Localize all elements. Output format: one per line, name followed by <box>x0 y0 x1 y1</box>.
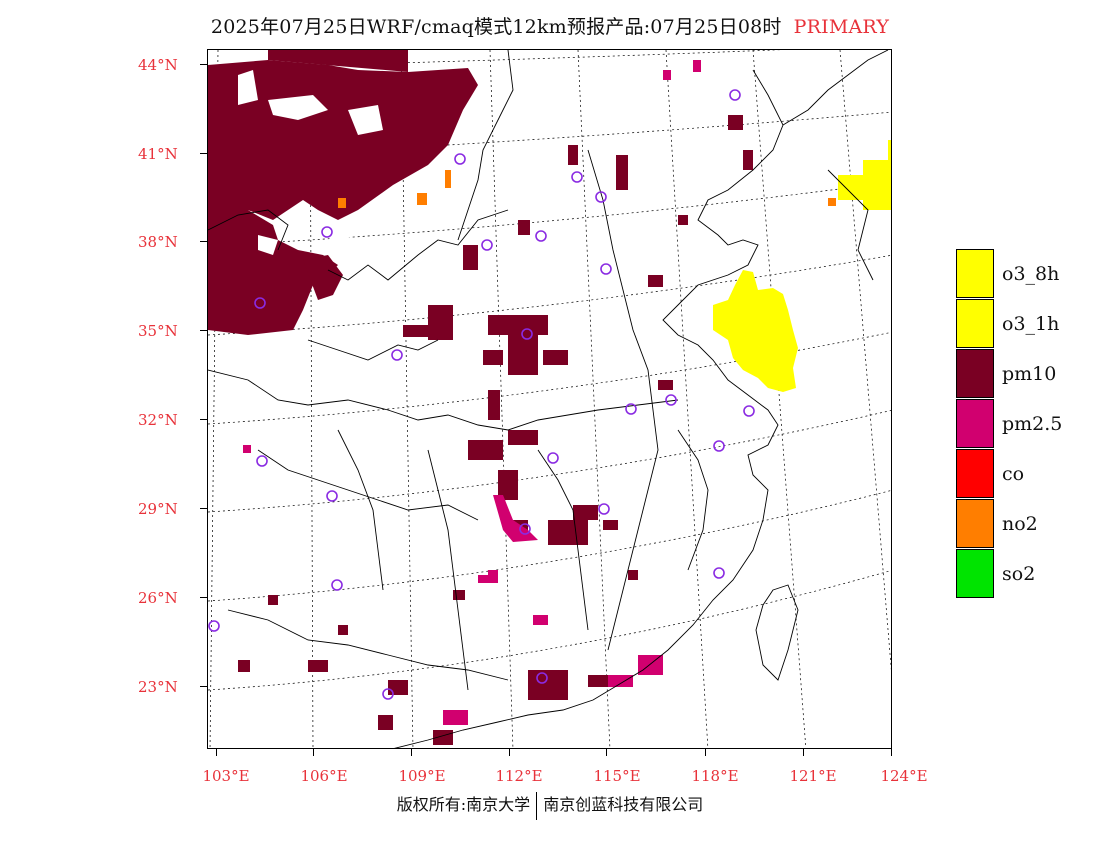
footer-divider <box>536 791 538 820</box>
map-frame <box>207 49 892 749</box>
lon-label: 106°E <box>300 767 348 785</box>
legend-item-o3-8h: o3_8h <box>956 249 1100 299</box>
boundaries <box>208 50 889 748</box>
lon-tick <box>411 749 412 756</box>
footer-left: 版权所有:南京大学 <box>396 795 531 814</box>
legend-label: o3_8h <box>1002 263 1060 285</box>
legend-swatch <box>956 299 994 348</box>
legend: o3_8h o3_1h pm10 pm2.5 co no2 so2 <box>956 249 1100 599</box>
lon-tick <box>216 749 217 756</box>
lat-label: 44°N <box>138 56 178 74</box>
lat-label: 35°N <box>138 322 178 340</box>
legend-swatch <box>956 249 994 298</box>
legend-swatch <box>956 549 994 598</box>
footer-right: 南京创蓝科技有限公司 <box>543 795 704 814</box>
lat-label: 26°N <box>138 589 178 607</box>
legend-label: o3_1h <box>1002 313 1060 335</box>
lat-tick <box>200 153 207 154</box>
lat-tick <box>200 64 207 65</box>
o3-region <box>713 270 798 392</box>
map-canvas <box>208 50 891 748</box>
lat-tick <box>200 419 207 420</box>
legend-label: so2 <box>1002 563 1036 585</box>
pm25-patches <box>243 60 701 725</box>
pm10-patches <box>238 115 753 745</box>
legend-label: pm2.5 <box>1002 413 1063 435</box>
lat-tick <box>200 686 207 687</box>
lat-label: 29°N <box>138 500 178 518</box>
legend-label: no2 <box>1002 513 1038 535</box>
lon-label: 109°E <box>398 767 446 785</box>
lat-label: 23°N <box>138 678 178 696</box>
lon-label: 103°E <box>202 767 250 785</box>
lat-label: 41°N <box>138 145 178 163</box>
lon-tick <box>891 749 892 756</box>
legend-item-pm25: pm2.5 <box>956 399 1100 449</box>
legend-label: pm10 <box>1002 363 1057 385</box>
lon-tick <box>509 749 510 756</box>
o3-patches <box>838 140 891 210</box>
legend-swatch <box>956 499 994 548</box>
station-markers <box>208 89 755 700</box>
legend-item-no2: no2 <box>956 499 1100 549</box>
lat-tick <box>200 508 207 509</box>
legend-swatch <box>956 399 994 448</box>
lat-tick <box>200 241 207 242</box>
lon-label: 124°E <box>880 767 928 785</box>
lat-tick <box>200 330 207 331</box>
lon-label: 112°E <box>495 767 543 785</box>
legend-item-pm10: pm10 <box>956 349 1100 399</box>
lon-label: 118°E <box>691 767 739 785</box>
legend-item-so2: so2 <box>956 549 1100 599</box>
legend-swatch <box>956 449 994 498</box>
title-main: 2025年07月25日WRF/cmaq模式12km预报产品:07月25日08时 <box>210 16 782 38</box>
copyright-footer: 版权所有:南京大学 南京创蓝科技有限公司 <box>0 791 1100 820</box>
lon-tick <box>705 749 706 756</box>
lat-label: 38°N <box>138 233 178 251</box>
title-tag: PRIMARY <box>793 16 890 38</box>
legend-label: co <box>1002 463 1025 485</box>
lat-tick <box>200 597 207 598</box>
lon-tick <box>313 749 314 756</box>
lon-label: 115°E <box>593 767 641 785</box>
no2-patches <box>338 170 836 208</box>
lon-tick <box>606 749 607 756</box>
legend-item-o3-1h: o3_1h <box>956 299 1100 349</box>
legend-item-co: co <box>956 449 1100 499</box>
legend-swatch <box>956 349 994 398</box>
lon-label: 121°E <box>789 767 837 785</box>
map-title: 2025年07月25日WRF/cmaq模式12km预报产品:07月25日08时 P… <box>0 12 1100 39</box>
lon-tick <box>803 749 804 756</box>
lat-label: 32°N <box>138 411 178 429</box>
